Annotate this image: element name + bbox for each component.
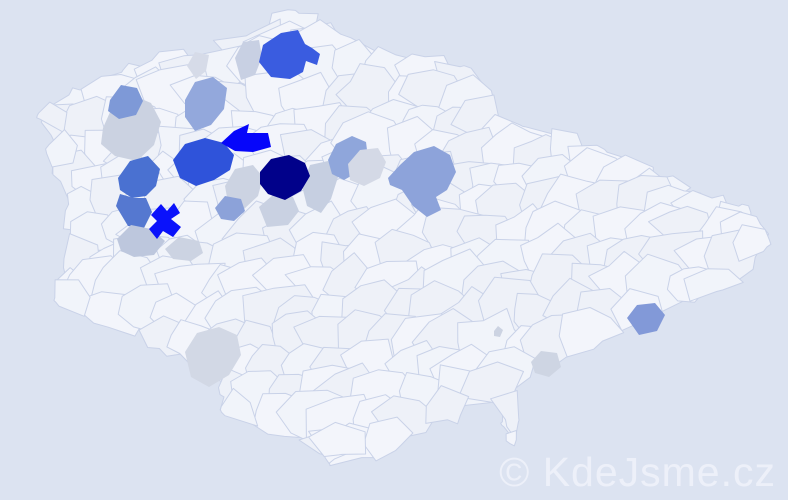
district-highlight-se-gray[interactable] xyxy=(531,351,561,377)
district-highlight-n-gray[interactable] xyxy=(235,40,262,80)
highlighted-districts-layer xyxy=(101,30,665,387)
district-highlight-nw-bright-arrow[interactable] xyxy=(221,124,271,152)
district-cell xyxy=(425,385,470,425)
district-highlight-n-light-small[interactable] xyxy=(187,52,209,79)
district-highlight-e-medium-large[interactable] xyxy=(388,146,456,217)
district-highlight-center-navy[interactable] xyxy=(260,155,310,200)
district-cell xyxy=(308,421,367,457)
district-cell xyxy=(505,430,517,447)
district-highlight-west-medium-upper[interactable] xyxy=(118,156,160,198)
district-highlight-west-bright-star[interactable] xyxy=(149,203,181,239)
watermark: © KdeJsme.cz xyxy=(499,449,776,495)
district-cell xyxy=(683,268,744,302)
district-highlight-west-medium-lower[interactable] xyxy=(116,194,152,228)
district-highlight-center-light-sw[interactable] xyxy=(259,195,299,227)
district-cell xyxy=(732,224,772,262)
district-highlight-center-light-e[interactable] xyxy=(302,161,338,213)
district-highlight-sw-light-2[interactable] xyxy=(165,237,203,261)
district-cell xyxy=(363,416,414,462)
district-highlight-west-royal-large[interactable] xyxy=(173,138,234,186)
district-cell xyxy=(558,307,625,358)
district-highlight-north-royal[interactable] xyxy=(259,30,320,79)
district-highlight-far-east-medium[interactable] xyxy=(627,303,665,335)
district-highlight-center-medium-s[interactable] xyxy=(215,196,245,221)
district-highlight-n-medium-light[interactable] xyxy=(185,77,227,131)
district-highlight-se-tiny-gray[interactable] xyxy=(494,326,503,337)
district-cell xyxy=(219,387,259,427)
district-highlight-south-gray[interactable] xyxy=(185,327,241,387)
district-cell xyxy=(53,279,91,317)
district-cell xyxy=(45,129,78,168)
district-highlight-ne-gray[interactable] xyxy=(348,148,386,186)
district-highlight-nw-medium[interactable] xyxy=(108,85,143,119)
